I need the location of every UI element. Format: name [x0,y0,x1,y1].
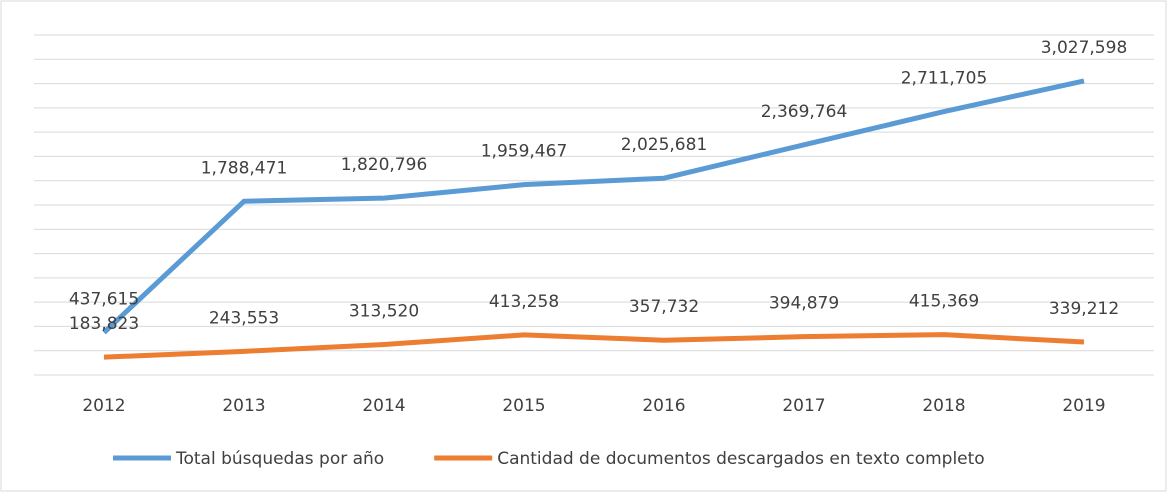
data-label: 2,025,681 [621,135,708,155]
line-series [102,78,1085,335]
legend-label: Total búsquedas por año [175,449,384,469]
line-series [103,332,1085,360]
data-label: 243,553 [209,308,279,328]
legend-label: Cantidad de documentos descargados en te… [497,449,985,469]
data-label: 1,959,467 [481,142,568,162]
data-label: 313,520 [349,302,419,322]
x-tick-label: 2019 [1062,396,1105,416]
data-label: 2,711,705 [901,69,988,89]
x-tick-label: 2017 [782,396,825,416]
data-label: 2,369,764 [761,102,848,122]
data-label: 1,788,471 [201,158,288,178]
data-label: 339,212 [1049,299,1119,319]
data-label: 357,732 [629,297,699,317]
data-label: 413,258 [489,292,559,312]
x-tick-label: 2013 [222,396,265,416]
x-tick-label: 2015 [502,396,545,416]
data-label: 3,027,598 [1041,38,1128,58]
data-label: 437,615 [69,289,139,309]
x-tick-label: 2012 [82,396,125,416]
x-tick-label: 2014 [362,396,405,416]
data-label: 1,820,796 [341,155,428,175]
data-label: 183,823 [69,314,139,334]
x-tick-label: 2018 [922,396,965,416]
data-label: 394,879 [769,294,839,314]
x-tick-label: 2016 [642,396,685,416]
data-label: 415,369 [909,292,979,312]
